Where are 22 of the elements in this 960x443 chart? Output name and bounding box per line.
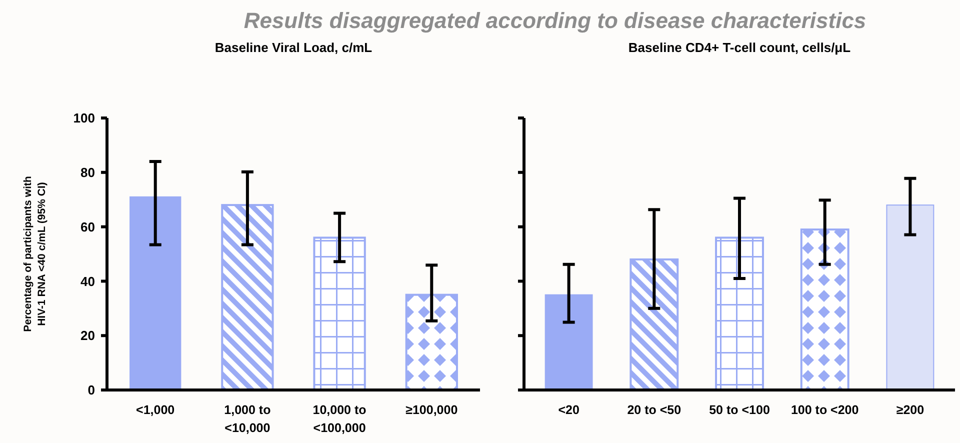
chart-title: Baseline Viral Load, c/mL <box>214 40 372 55</box>
x-tick-label: ≥100,000 <box>406 403 458 417</box>
x-tick-label: <20 <box>558 403 580 417</box>
bar <box>886 204 934 390</box>
x-tick-label: 50 to <100 <box>709 403 770 417</box>
y-tick-label: 100 <box>73 110 95 126</box>
chart-title: Baseline CD4+ T-cell count, cells/μL <box>628 40 851 55</box>
y-axis-title: Percentage of participants with HIV-1 RNA <40 c/mL (95% CI) <box>22 176 48 332</box>
x-tick-label: 100 to <200 <box>790 403 859 417</box>
x-tick-label: ≥200 <box>896 403 924 417</box>
y-tick-label: 20 <box>80 328 95 344</box>
x-tick-label: 20 to <50 <box>627 403 682 417</box>
text: Results disaggregated according to disease characteristics <box>244 8 866 33</box>
x-tick-label: 1,000 to <10,000 <box>224 403 272 435</box>
y-tick-label: 40 <box>80 274 95 289</box>
y-tick-label: 0 <box>88 382 95 398</box>
x-tick-label: <1,000 <box>136 403 175 417</box>
x-tick-label: 10,000 to <100,000 <box>312 403 367 435</box>
bar <box>130 196 182 390</box>
y-tick-label: 60 <box>80 219 95 234</box>
bar <box>544 294 593 390</box>
y-tick-label: 80 <box>80 164 95 180</box>
